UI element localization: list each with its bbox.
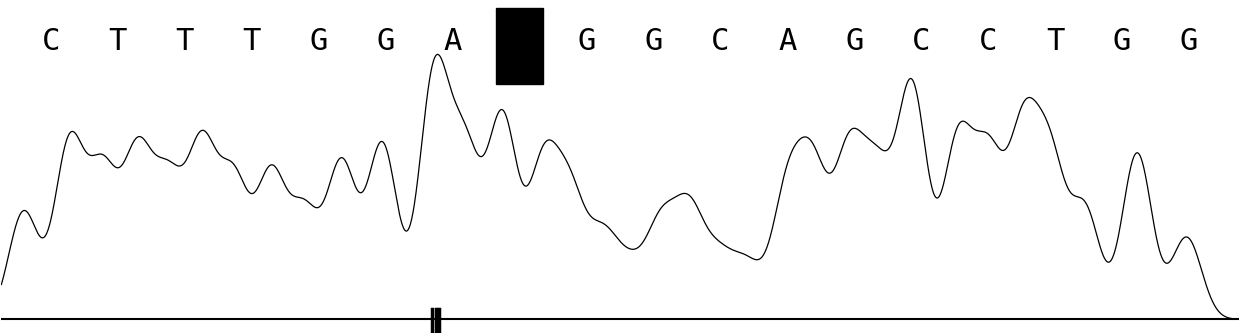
Text: T: T [109,27,126,56]
Text: T: T [243,27,260,56]
Text: G: G [645,27,662,56]
Text: G: G [846,27,863,56]
Text: C: C [913,27,930,56]
Text: C: C [980,27,997,56]
Bar [496,8,543,84]
Text: G: G [1180,27,1198,56]
Text: A: A [444,27,461,56]
Text: A: A [779,27,796,56]
Text: G: G [578,27,595,56]
Text: T: T [176,27,193,56]
Text: C: C [712,27,729,56]
Text: G: G [377,27,394,56]
Text: T: T [1047,27,1064,56]
Text: C: C [42,27,60,56]
Text: G: G [1114,27,1131,56]
Text: G: G [310,27,327,56]
